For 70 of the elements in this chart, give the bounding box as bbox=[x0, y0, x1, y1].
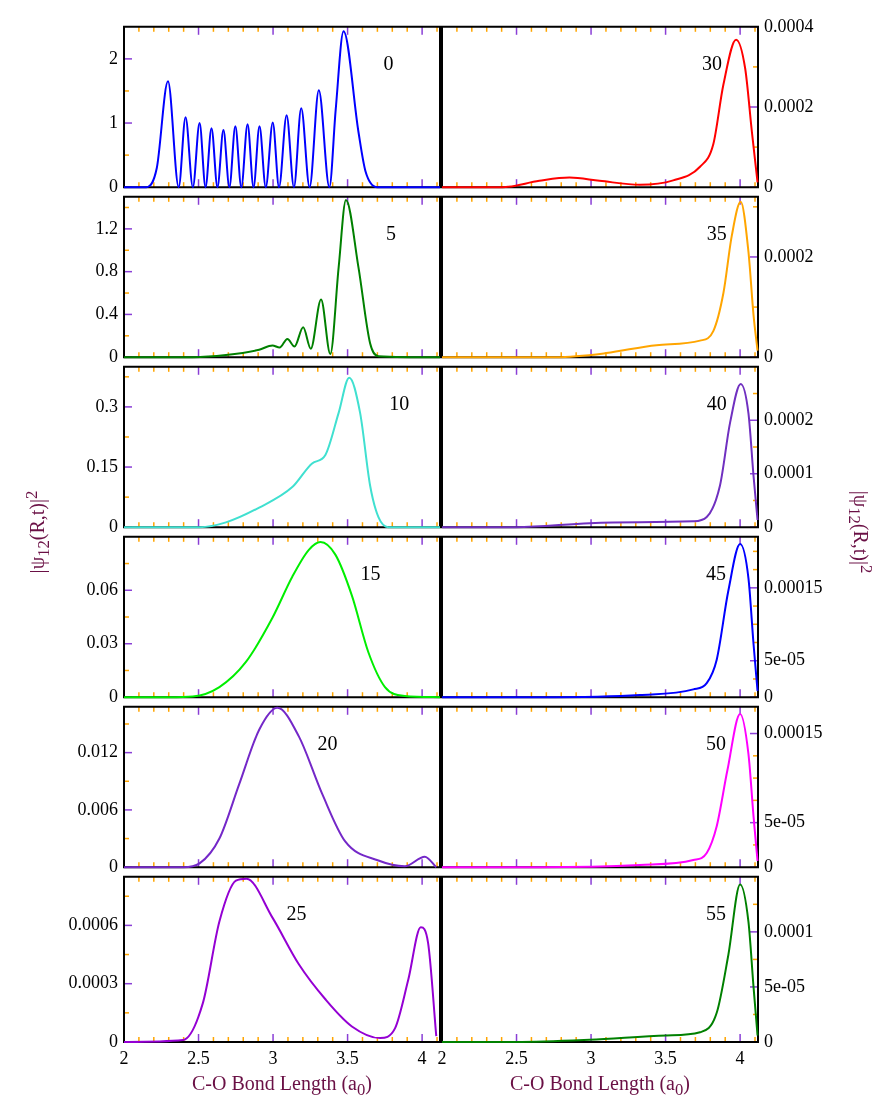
line-series bbox=[441, 883, 759, 1043]
x-tick-label: 3 bbox=[268, 1047, 278, 1068]
y-tick-label: 0.15 bbox=[86, 455, 118, 476]
y-tick-label: 0 bbox=[764, 855, 773, 876]
y-tick-label: 0.006 bbox=[77, 798, 118, 819]
y-tick-label: 1.2 bbox=[95, 217, 118, 238]
y-tick-label: 5e-05 bbox=[764, 975, 805, 996]
x-tick-label: 2 bbox=[437, 1047, 447, 1068]
y-tick-label: 5e-05 bbox=[764, 811, 805, 832]
y-tick-label: 0.4 bbox=[95, 303, 118, 324]
y-tick-label: 0.0001 bbox=[764, 920, 814, 941]
y-tick-label: 0 bbox=[764, 515, 773, 536]
series-label: 55 bbox=[706, 902, 727, 925]
series-label: 40 bbox=[706, 392, 727, 415]
line-series bbox=[441, 38, 759, 189]
y-tick-label: 0 bbox=[109, 515, 118, 536]
y-tick-label: 0.00015 bbox=[764, 722, 823, 743]
line-series bbox=[441, 712, 759, 869]
series-label: 30 bbox=[702, 52, 723, 75]
series-label: 10 bbox=[389, 392, 410, 415]
y-tick-label: 0 bbox=[764, 345, 773, 366]
y-tick-label: 0.06 bbox=[86, 579, 118, 599]
y-tick-label: 0.0002 bbox=[764, 409, 814, 429]
x-tick-label: 3.5 bbox=[654, 1047, 677, 1068]
y-tick-label: 0 bbox=[109, 175, 118, 196]
y-tick-label: 0 bbox=[109, 685, 118, 706]
series-label: 45 bbox=[706, 562, 727, 585]
y-tick-label: 0.0004 bbox=[764, 15, 814, 36]
x-tick-label: 2.5 bbox=[187, 1047, 210, 1068]
y-tick-label: 0.0006 bbox=[68, 914, 118, 935]
series-label: 5 bbox=[385, 222, 396, 245]
x-tick-label: 4 bbox=[735, 1047, 745, 1068]
line-series bbox=[123, 199, 441, 359]
y-tick-label: 0.0001 bbox=[764, 462, 814, 483]
y-tick-label: 0 bbox=[764, 175, 773, 196]
line-series bbox=[123, 877, 438, 1043]
series-label: 15 bbox=[360, 562, 381, 585]
y-tick-label: 0.3 bbox=[95, 395, 118, 416]
y-tick-label: 0 bbox=[109, 1030, 118, 1051]
x-tick-label: 4 bbox=[417, 1047, 427, 1068]
series-label: 50 bbox=[706, 732, 727, 755]
x-tick-label: 2.5 bbox=[505, 1047, 528, 1068]
line-series bbox=[441, 382, 759, 529]
y-tick-label: 1 bbox=[109, 111, 118, 132]
line-series bbox=[123, 376, 441, 529]
y-tick-label: 5e-05 bbox=[764, 649, 805, 670]
series-label: 35 bbox=[706, 222, 727, 245]
y-tick-label: 0.012 bbox=[77, 741, 118, 762]
y-tick-label: 0 bbox=[109, 345, 118, 366]
y-tick-label: 0 bbox=[109, 855, 118, 876]
series-label: 25 bbox=[286, 902, 307, 925]
y-tick-label: 0 bbox=[764, 685, 773, 706]
x-tick-label: 3 bbox=[586, 1047, 596, 1068]
y-tick-label: 0 bbox=[764, 1030, 773, 1051]
series-label: 0 bbox=[383, 52, 394, 75]
x-axis-title: C-O Bond Length (a$_{0}$) bbox=[192, 1072, 372, 1100]
y-tick-label: 0.0002 bbox=[764, 245, 814, 266]
line-series bbox=[441, 543, 759, 699]
line-series bbox=[123, 540, 441, 699]
x-tick-label: 3.5 bbox=[336, 1047, 359, 1068]
line-series bbox=[123, 30, 441, 189]
y-tick-label: 0.8 bbox=[95, 260, 118, 281]
y-tick-label: 0.03 bbox=[86, 632, 118, 653]
y-tick-label: 2 bbox=[109, 47, 118, 68]
y-tick-label: 0.00015 bbox=[764, 576, 823, 597]
y-tick-label: 0.0002 bbox=[764, 95, 814, 116]
x-axis-title: C-O Bond Length (a$_{0}$) bbox=[510, 1072, 690, 1100]
line-series bbox=[123, 706, 438, 869]
series-label: 20 bbox=[317, 732, 338, 755]
y-tick-label: 0.0003 bbox=[68, 972, 118, 993]
